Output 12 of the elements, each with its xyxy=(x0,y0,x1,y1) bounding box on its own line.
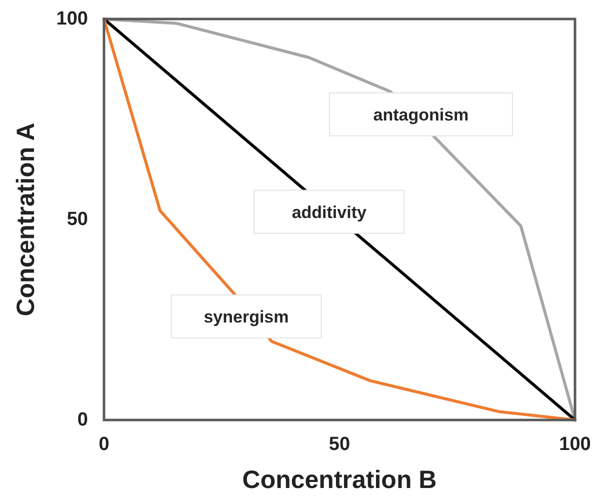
series-label: antagonism xyxy=(373,105,469,124)
x-axis-title: Concentration B xyxy=(242,466,437,494)
x-tick-label: 100 xyxy=(559,434,591,455)
x-tick-label: 0 xyxy=(98,434,110,455)
y-tick-label: 0 xyxy=(77,410,88,430)
x-tick-label: 50 xyxy=(328,434,350,455)
line-series xyxy=(102,18,576,422)
series-label: additivity xyxy=(292,202,367,222)
y-tick-label: 50 xyxy=(66,209,88,230)
series-label: synergism xyxy=(204,307,289,326)
y-axis-title: Concentration A xyxy=(12,122,40,316)
y-tick-label: 100 xyxy=(56,8,88,30)
